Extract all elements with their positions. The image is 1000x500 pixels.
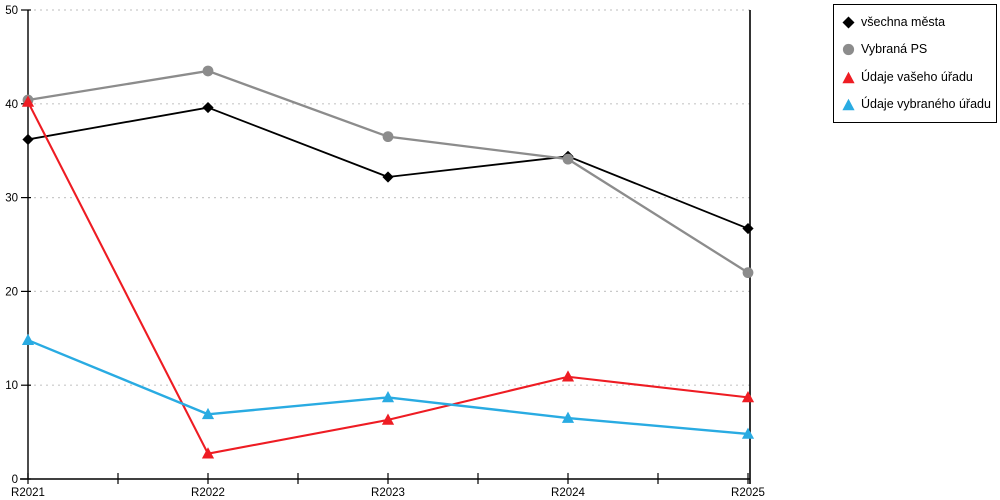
diamond-marker-icon bbox=[22, 133, 34, 146]
legend-label: Údaje vašeho úřadu bbox=[861, 69, 973, 84]
triangle-marker-icon bbox=[561, 411, 575, 423]
x-tick-label: R2024 bbox=[551, 487, 585, 499]
x-tick-label: R2021 bbox=[11, 487, 45, 499]
legend-item-vybrana-ps: Vybraná PS bbox=[842, 39, 992, 61]
circle-marker-icon bbox=[742, 267, 754, 279]
series-line bbox=[27, 106, 749, 230]
y-tick-label: 40 bbox=[5, 99, 18, 111]
circle-marker-icon bbox=[382, 131, 394, 143]
triangle-marker-icon bbox=[381, 413, 395, 425]
y-tick-label: 50 bbox=[5, 5, 18, 17]
x-tick-label: R2025 bbox=[731, 487, 765, 499]
triangle-marker-icon bbox=[741, 390, 755, 403]
triangle-marker-icon bbox=[381, 390, 395, 403]
legend-label: Údaje vybraného úřadu bbox=[861, 96, 991, 111]
y-tick-label: 20 bbox=[5, 286, 18, 298]
triangle-marker-icon bbox=[842, 71, 855, 84]
triangle-marker-icon bbox=[842, 98, 855, 111]
diamond-marker-icon bbox=[382, 171, 394, 183]
circle-marker-icon bbox=[202, 65, 214, 77]
x-tick-label: R2023 bbox=[371, 487, 405, 499]
legend-label: Vybraná PS bbox=[861, 42, 928, 57]
triangle-marker-icon bbox=[561, 370, 575, 382]
diamond-marker-icon bbox=[842, 16, 855, 29]
triangle-marker-icon bbox=[21, 95, 35, 107]
triangle-marker-icon bbox=[201, 447, 215, 459]
legend-item-udaje-vybraneho-uradu: Údaje vybraného úřadu bbox=[842, 93, 992, 115]
legend: všechna města Vybraná PS Údaje vašeho úř… bbox=[833, 4, 997, 123]
y-tick-label: 10 bbox=[5, 380, 18, 392]
y-tick-label: 30 bbox=[5, 193, 18, 205]
legend-item-udaje-vaseho-uradu: Údaje vašeho úřadu bbox=[842, 66, 992, 88]
x-tick-label: R2022 bbox=[191, 487, 225, 499]
triangle-marker-icon bbox=[21, 333, 35, 345]
circle-marker-icon bbox=[842, 43, 855, 56]
triangle-marker-icon bbox=[201, 407, 215, 420]
legend-label: všechna města bbox=[861, 15, 946, 30]
diamond-marker-icon bbox=[742, 222, 754, 235]
circle-marker-icon bbox=[562, 153, 574, 165]
triangle-marker-icon bbox=[741, 427, 755, 439]
legend-item-vsechna-mesta: všechna města bbox=[842, 12, 992, 34]
y-tick-label: 0 bbox=[12, 474, 18, 486]
diamond-marker-icon bbox=[202, 101, 214, 114]
